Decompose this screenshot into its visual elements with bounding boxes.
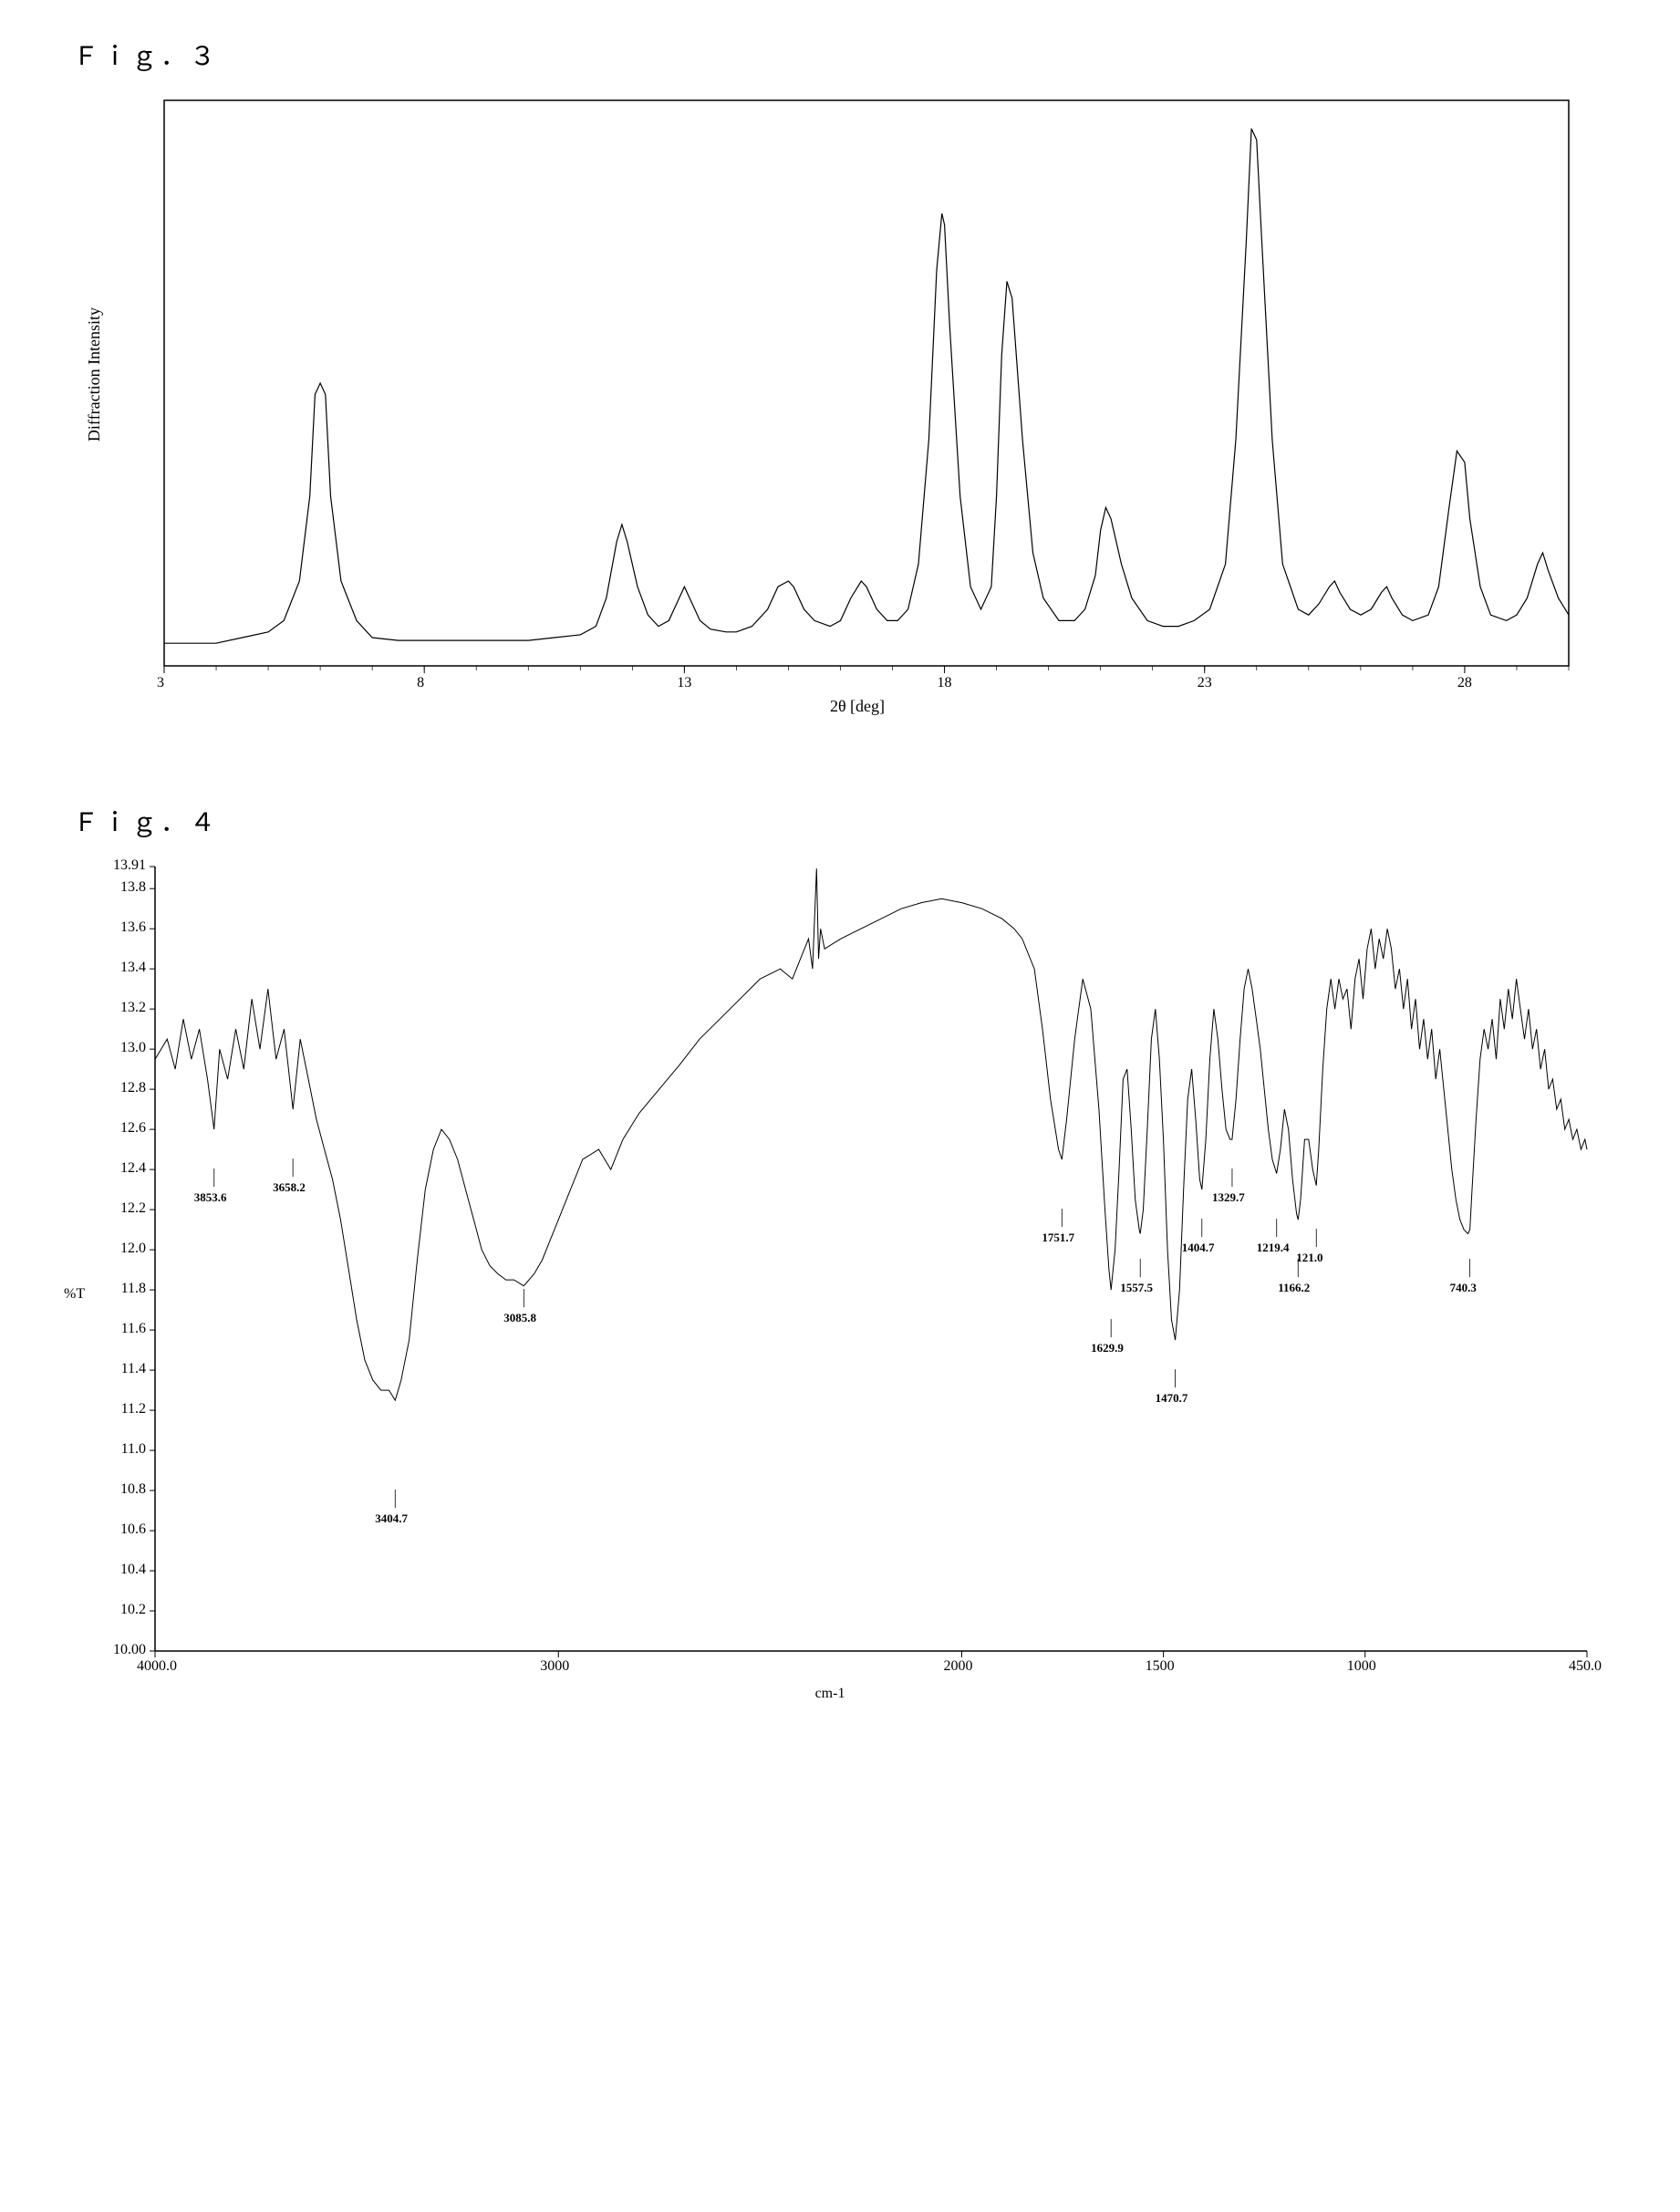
- figure-4-ytick-label: 10.6: [91, 1521, 146, 1538]
- figure-4-svg: [55, 857, 1605, 1678]
- figure-4-xtick-label: 450.0: [1569, 1658, 1602, 1675]
- figure-4: Ｆｉｇ．４ %T 10.00 10.2 10.4 10.6 10.8 11.0 11.2 11…: [36, 803, 1644, 1733]
- figure-4-peak-label: 3853.6: [194, 1190, 227, 1205]
- figure-4-ytick-label: 12.6: [91, 1120, 146, 1137]
- figure-4-ytick-label: 12.2: [91, 1200, 146, 1217]
- figure-3-xtick-label: 18: [938, 675, 952, 691]
- figure-4-ytick-label: 10.2: [91, 1602, 146, 1618]
- figure-4-xtick-label: 4000.0: [137, 1658, 177, 1675]
- figure-4-xtick-label: 1500: [1146, 1658, 1175, 1675]
- figure-4-ytick-label: 12.0: [91, 1241, 146, 1257]
- figure-4-peak-label: 1629.9: [1091, 1341, 1124, 1355]
- figure-4-peak-label: 1166.2: [1278, 1281, 1310, 1295]
- figure-4-ytick-label: 11.6: [91, 1321, 146, 1337]
- figure-3-xtick-label: 8: [417, 675, 424, 691]
- figure-4-ytick-label: 13.8: [91, 879, 146, 896]
- figure-4-xtick-label: 1000: [1347, 1658, 1376, 1675]
- figure-4-ytick-label: 12.4: [91, 1160, 146, 1177]
- figure-4-ytick-label: 13.91: [91, 857, 146, 874]
- figure-4-title: Ｆｉｇ．４: [73, 803, 1644, 839]
- figure-3-ylabel: Diffraction Intensity: [85, 307, 104, 441]
- figure-3-xlabel: 2θ [deg]: [128, 697, 1587, 716]
- figure-4-ytick-label: 13.0: [91, 1040, 146, 1056]
- figure-4-peak-label: 121.0: [1296, 1251, 1322, 1265]
- figure-4-peak-label: 740.3: [1450, 1281, 1477, 1295]
- figure-4-peak-label: 1470.7: [1156, 1391, 1188, 1406]
- figure-4-ytick-label: 13.6: [91, 919, 146, 936]
- figure-4-peak-label: 3658.2: [273, 1180, 306, 1195]
- figure-3-xtick-label: 13: [677, 675, 691, 691]
- figure-4-ylabel: %T: [64, 1286, 85, 1303]
- figure-4-ytick-label: 10.4: [91, 1562, 146, 1578]
- figure-3-xtick-label: 23: [1198, 675, 1212, 691]
- figure-3-xtick-label: 3: [157, 675, 164, 691]
- figure-4-ytick-label: 10.8: [91, 1481, 146, 1498]
- figure-4-peak-label: 3085.8: [503, 1311, 536, 1325]
- figure-4-ytick-label: 11.4: [91, 1361, 146, 1377]
- figure-4-ytick-label: 11.2: [91, 1401, 146, 1418]
- figure-4-peak-label: 1557.5: [1120, 1281, 1153, 1295]
- figure-4-ytick-label: 13.4: [91, 960, 146, 976]
- figure-4-xlabel: cm-1: [55, 1686, 1605, 1702]
- figure-4-ytick-label: 11.0: [91, 1441, 146, 1458]
- figure-3-title: Ｆｉｇ．３: [73, 36, 1644, 73]
- figure-3-xtick-label: 28: [1457, 675, 1472, 691]
- figure-3: Ｆｉｇ．３ Diffraction Intensity 3 8 13 18 23 28 2…: [36, 36, 1644, 748]
- figure-4-peak-label: 1404.7: [1182, 1241, 1215, 1255]
- figure-4-peak-label: 3404.7: [375, 1511, 408, 1526]
- figure-4-xtick-label: 3000: [540, 1658, 569, 1675]
- figure-4-ytick-label: 12.8: [91, 1080, 146, 1096]
- figure-4-ytick-label: 13.2: [91, 1000, 146, 1016]
- figure-3-svg: [128, 91, 1587, 693]
- figure-4-ytick-label: 11.8: [91, 1281, 146, 1297]
- figure-4-xtick-label: 2000: [944, 1658, 973, 1675]
- figure-4-peak-label: 1219.4: [1257, 1241, 1290, 1255]
- figure-3-chart: Diffraction Intensity 3813182328 2θ [deg…: [128, 91, 1587, 748]
- figure-4-peak-label: 1751.7: [1042, 1231, 1074, 1245]
- figure-4-peak-label: 1329.7: [1212, 1190, 1245, 1205]
- figure-4-chart: %T 10.00 10.2 10.4 10.6 10.8 11.0 11.2 11.4 11.6…: [55, 857, 1605, 1733]
- figure-4-ytick-label: 10.00: [91, 1642, 146, 1658]
